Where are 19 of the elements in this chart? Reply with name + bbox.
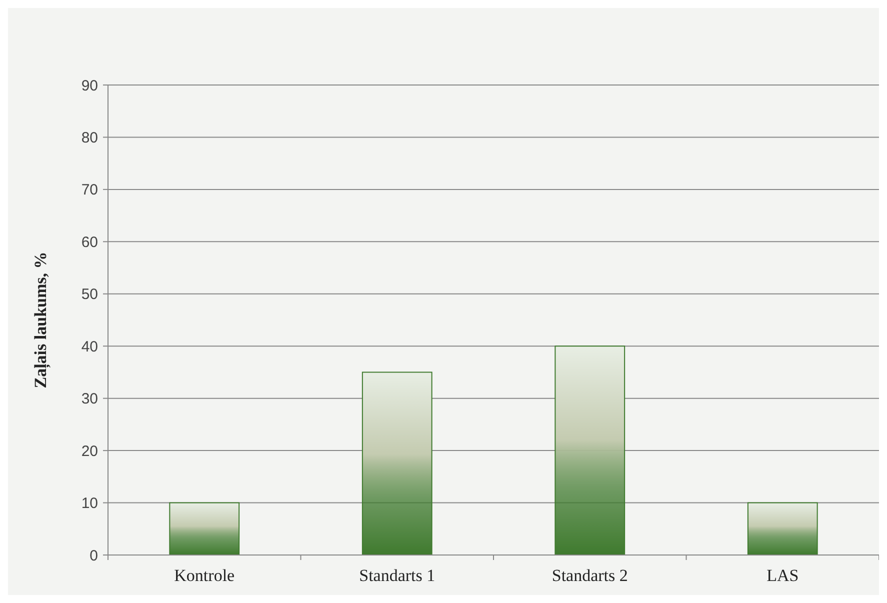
x-tick-label: Kontrole xyxy=(174,566,235,585)
bar xyxy=(169,502,240,556)
y-tick-label: 30 xyxy=(81,390,98,408)
y-tick-label: 40 xyxy=(81,338,98,356)
x-tick-label: LAS xyxy=(766,566,799,585)
y-tick-label: 50 xyxy=(81,286,98,304)
y-tick-label: 0 xyxy=(90,547,98,564)
bar xyxy=(554,346,626,556)
x-tick-label: Standarts 2 xyxy=(552,566,628,585)
y-tick-label: 60 xyxy=(81,234,98,251)
x-tick-label: Standarts 1 xyxy=(359,566,436,585)
y-tick-label: 80 xyxy=(81,129,98,146)
bar xyxy=(362,372,432,556)
y-tick-label: 70 xyxy=(81,182,98,199)
y-tick-label: 20 xyxy=(81,442,98,460)
y-tick-label: 10 xyxy=(81,495,98,512)
y-axis-title: Zaļais laukums, % xyxy=(31,252,51,388)
bar xyxy=(747,502,818,556)
y-tick-label: 90 xyxy=(81,77,98,94)
